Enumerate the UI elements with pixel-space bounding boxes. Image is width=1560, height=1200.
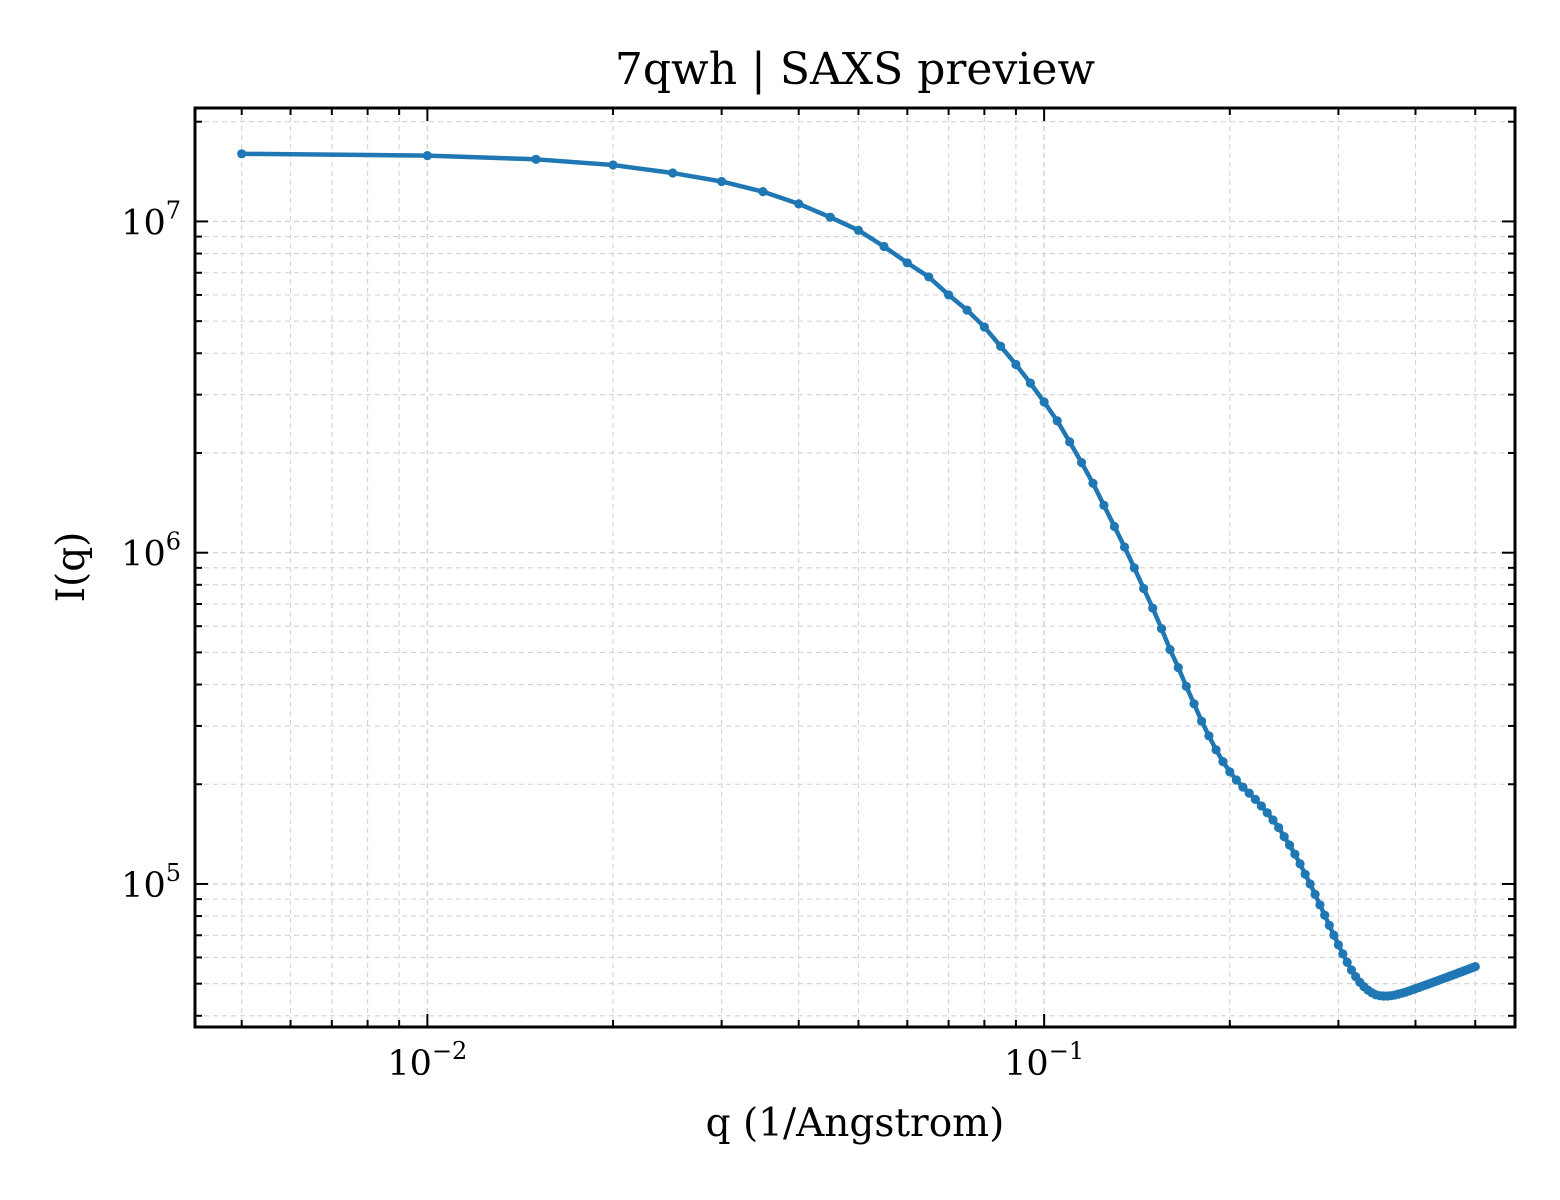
data-point (1262, 808, 1272, 818)
data-point (1196, 716, 1207, 726)
data-point (1238, 782, 1248, 792)
y-tick-label: 107 (121, 196, 181, 243)
data-point (1320, 910, 1330, 920)
series (237, 149, 1480, 1001)
y-tick-label-base: 10 (121, 535, 166, 575)
x-tick-label-base: 10 (1004, 1044, 1049, 1084)
data-point (1250, 794, 1260, 805)
data-point (1204, 731, 1214, 741)
data-point (962, 305, 972, 315)
major-ticks (195, 108, 1515, 1027)
data-point (1218, 757, 1228, 767)
data-point (1300, 869, 1310, 879)
data-point (1148, 603, 1158, 613)
data-point (1342, 957, 1352, 967)
y-tick-label-base: 10 (121, 866, 166, 906)
data-point (1065, 437, 1075, 447)
data-point (758, 187, 768, 197)
data-point (1156, 624, 1167, 634)
data-point (1295, 859, 1305, 869)
data-point (1173, 662, 1183, 673)
data-point (1279, 831, 1289, 842)
y-axis-label: I(q) (49, 532, 94, 603)
data-point (1088, 478, 1098, 488)
data-point (879, 241, 889, 252)
x-tick-label-exponent: −1 (1049, 1037, 1084, 1065)
data-point (1099, 500, 1109, 510)
data-point (924, 272, 934, 282)
data-point (1470, 962, 1480, 972)
data-point (1231, 775, 1242, 785)
data-point (1039, 397, 1049, 407)
data-point (902, 258, 912, 268)
data-point (608, 160, 618, 170)
data-point (1268, 815, 1278, 825)
x-tick-label: 10−2 (387, 1037, 467, 1084)
data-point (717, 176, 727, 187)
y-tick-label: 106 (121, 528, 181, 575)
chart-title: 7qwh | SAXS preview (615, 44, 1096, 95)
data-point (996, 341, 1006, 351)
data-point (1346, 965, 1357, 975)
data-point (1256, 801, 1266, 811)
data-point (668, 168, 678, 178)
data-point (1211, 745, 1221, 755)
data-point (1129, 563, 1139, 573)
data-point (237, 149, 247, 159)
y-tick-label-exponent: 6 (166, 528, 181, 556)
data-point (1076, 458, 1087, 468)
data-point (853, 225, 864, 235)
data-point (1290, 849, 1300, 859)
data-point (1052, 416, 1062, 426)
data-point (1189, 699, 1199, 709)
data-point (1244, 788, 1254, 798)
data-point (1333, 940, 1344, 950)
data-point (1338, 949, 1348, 959)
data-point (1310, 889, 1320, 900)
data-point (794, 199, 804, 209)
plot-frame (193, 106, 1517, 1029)
data-point (1139, 583, 1149, 594)
y-tick-label-exponent: 5 (166, 859, 181, 887)
data-point (1324, 920, 1334, 930)
data-point (1329, 930, 1339, 940)
data-point (1274, 822, 1284, 833)
x-tick-label: 10−1 (1004, 1037, 1084, 1084)
data-point (1225, 767, 1235, 777)
data-point (944, 290, 954, 300)
x-tick-label-exponent: −2 (432, 1037, 467, 1065)
data-point (1315, 900, 1325, 910)
data-point (1181, 681, 1191, 691)
data-point (1119, 542, 1130, 552)
data-point (1109, 521, 1120, 532)
y-tick-label-base: 10 (121, 203, 166, 243)
data-point (422, 151, 432, 161)
data-point (825, 212, 835, 222)
grid (195, 108, 1515, 1027)
data-point (1284, 840, 1295, 850)
x-tick-label-base: 10 (387, 1044, 432, 1084)
data-point (1165, 644, 1175, 655)
y-tick-label: 105 (121, 859, 181, 906)
x-axis-label: q (1/Angstrom) (706, 1101, 1005, 1146)
data-point (1305, 879, 1315, 889)
data-point (979, 322, 989, 332)
data-point (531, 154, 541, 164)
data-point (1025, 378, 1035, 388)
data-point (1011, 359, 1021, 370)
y-tick-label-exponent: 7 (166, 196, 181, 224)
